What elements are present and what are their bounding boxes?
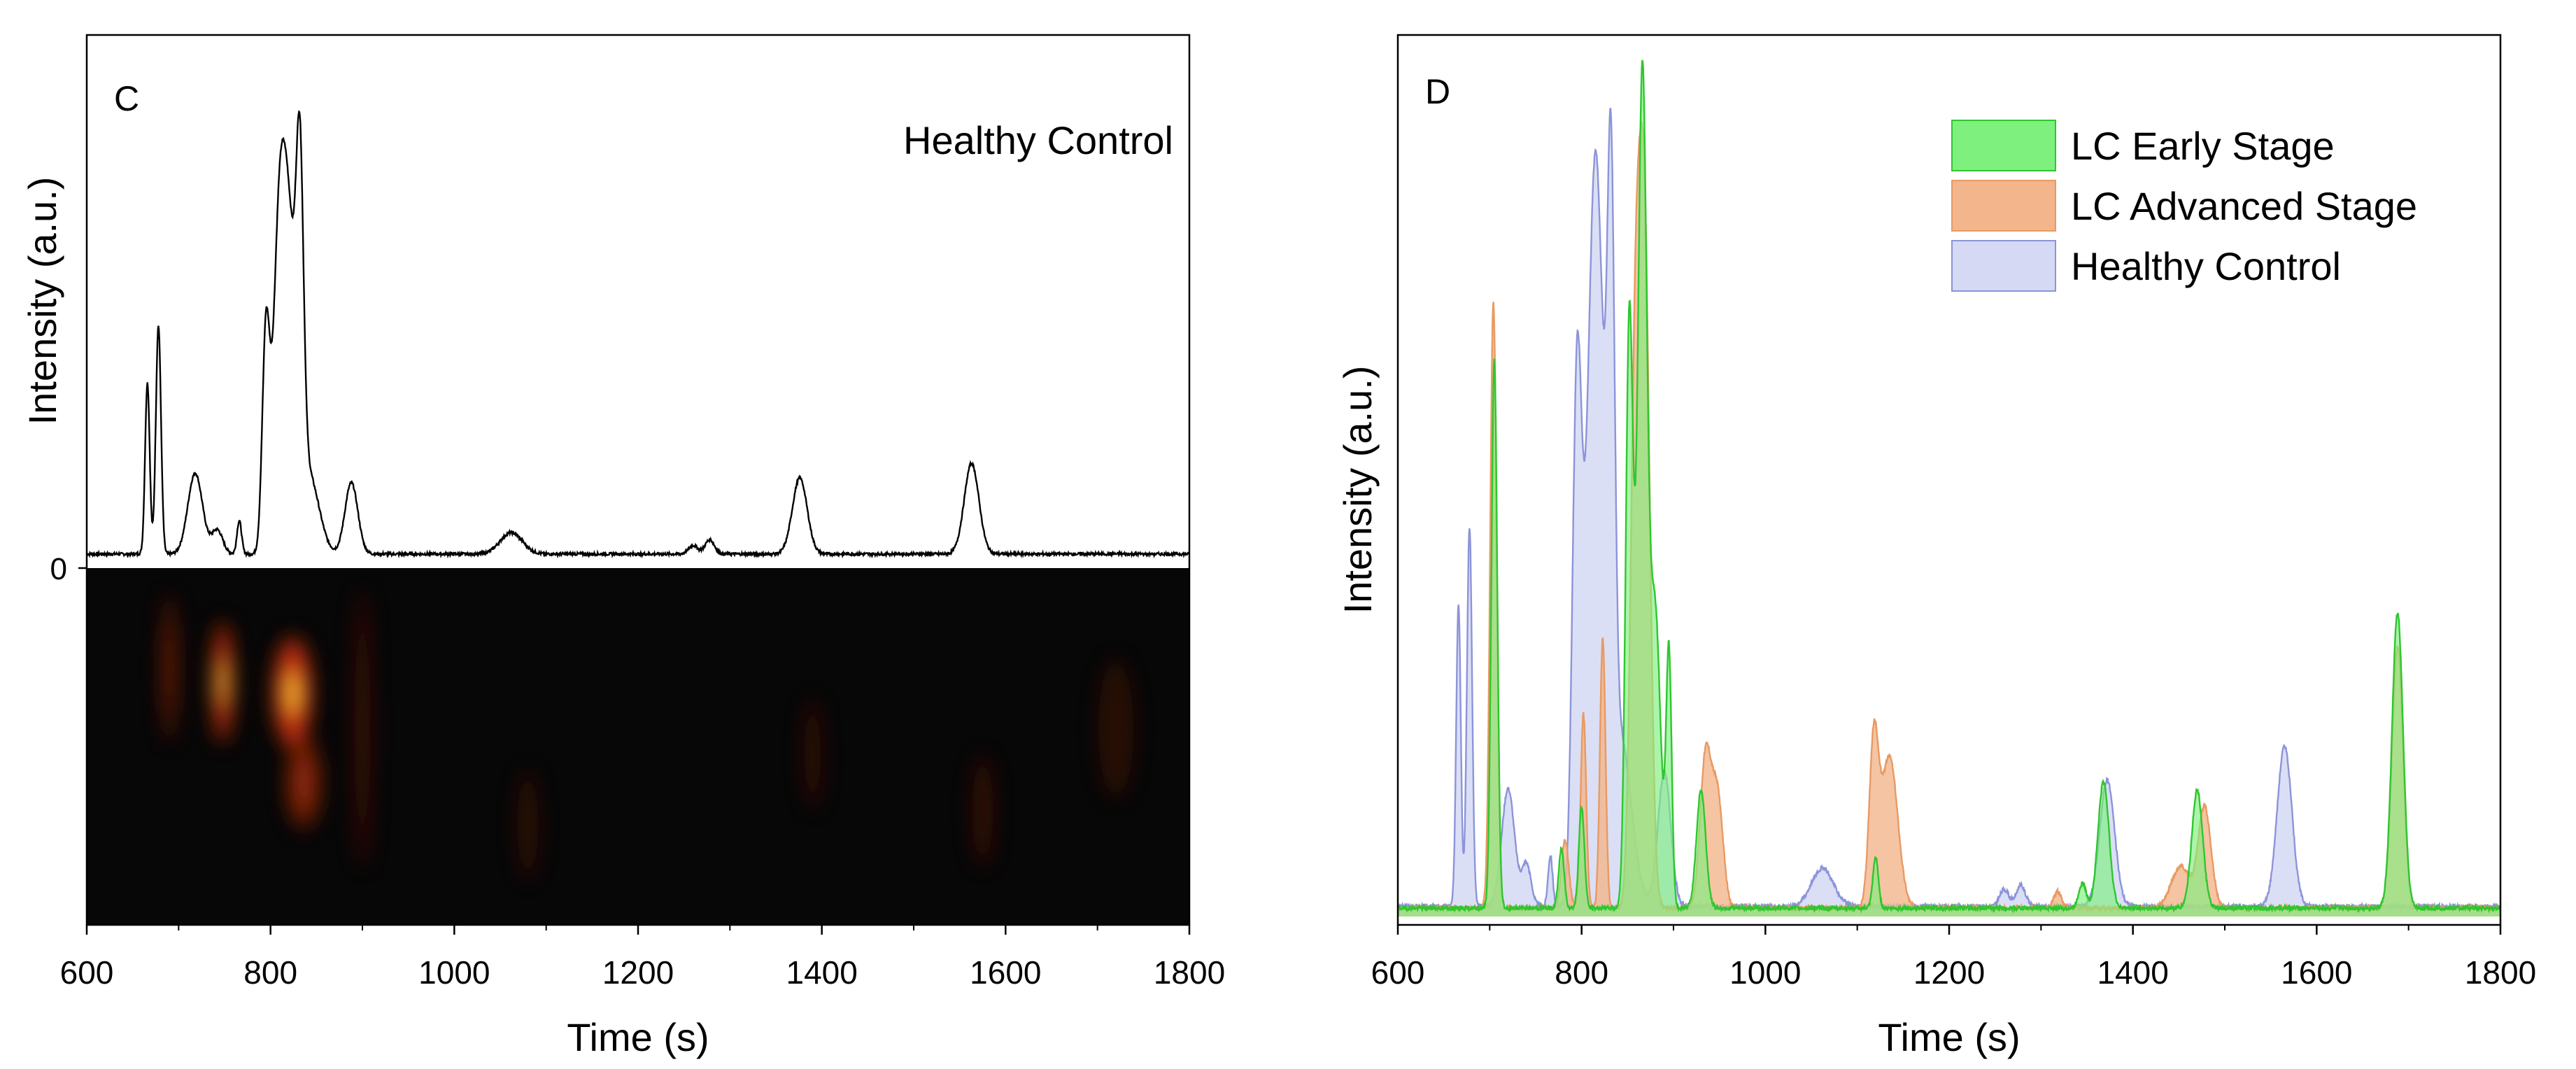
- legend-swatch-advanced: [1951, 180, 2056, 232]
- x-tick-label-800: 800: [1555, 954, 1608, 991]
- x-axis-c: 600 800 1000 1200 1400 1600 1800: [60, 925, 1225, 991]
- heatmap: [162, 589, 1134, 881]
- x-tick-label-1400: 1400: [786, 954, 857, 991]
- x-axis-d: 600 800 1000 1200 1400 1600 1800: [1371, 925, 2536, 991]
- x-tick-label-800: 800: [243, 954, 297, 991]
- heatmap-background: [87, 568, 1189, 925]
- x-tick-label-1200: 1200: [602, 954, 674, 991]
- y-axis-title-c: Intensity (a.u.): [20, 177, 64, 425]
- panel-d: D 600 800 1000 1200 1400 1600 1800 Time (s) In…: [1336, 34, 2536, 1059]
- heatmap-spot-hot-2: [287, 671, 298, 715]
- y-zero-label: 0: [50, 552, 67, 586]
- x-tick-label-1800: 1800: [2465, 954, 2536, 991]
- line-lc-early-stage: [1398, 59, 2500, 914]
- x-tick-label-1200: 1200: [1913, 954, 1985, 991]
- legend-label-control: Healthy Control: [2071, 244, 2341, 288]
- area-lc-early-stage: [1398, 60, 2500, 916]
- heatmap-spot-8: [1098, 659, 1134, 798]
- x-tick-label-600: 600: [1371, 954, 1425, 991]
- heatmap-spot-core-3: [293, 753, 314, 811]
- area-healthy-control: [1398, 108, 2500, 916]
- healthy-control-trace: [87, 110, 1189, 559]
- x-tick-label-1800: 1800: [1154, 954, 1225, 991]
- heatmap-spot-core-0: [165, 622, 174, 714]
- x-tick-label-1000: 1000: [418, 954, 490, 991]
- heatmap-spot-hot-1: [220, 659, 226, 706]
- y-axis-title-d: Intensity (a.u.): [1336, 366, 1380, 614]
- legend-label-advanced: LC Advanced Stage: [2071, 184, 2417, 228]
- panel-label-c: C: [114, 79, 139, 118]
- area-lc-advanced-stage: [1398, 122, 2500, 916]
- line-lc-advanced-stage: [1398, 119, 2500, 914]
- plot-frame: [1396, 34, 2502, 926]
- x-tick-label-1600: 1600: [970, 954, 1041, 991]
- annotation-healthy-control: Healthy Control: [903, 118, 1173, 162]
- panel-label-d: D: [1425, 72, 1450, 111]
- heatmap-spot-6: [803, 698, 822, 809]
- legend-swatch-control: [1951, 240, 2056, 292]
- x-tick-label-600: 600: [60, 954, 114, 991]
- area-series: [1398, 59, 2500, 916]
- heatmap-spot-4: [353, 589, 371, 868]
- heatmap-spot-7: [972, 755, 993, 867]
- legend-swatch-early: [1951, 120, 2056, 171]
- x-tick-label-1400: 1400: [2097, 954, 2168, 991]
- legend-label-early: LC Early Stage: [2071, 124, 2335, 168]
- x-tick-label-1600: 1600: [2281, 954, 2352, 991]
- x-axis-title-d: Time (s): [1878, 1015, 2020, 1059]
- x-tick-label-1000: 1000: [1729, 954, 1801, 991]
- heatmap-spot-5: [517, 769, 539, 881]
- x-axis-title-c: Time (s): [567, 1015, 709, 1059]
- panel-c: 0 C Healthy Control 600 800 1000 1200 1400 16…: [20, 34, 1225, 1059]
- legend: LC Early Stage LC Advanced Stage Healthy…: [1951, 120, 2417, 292]
